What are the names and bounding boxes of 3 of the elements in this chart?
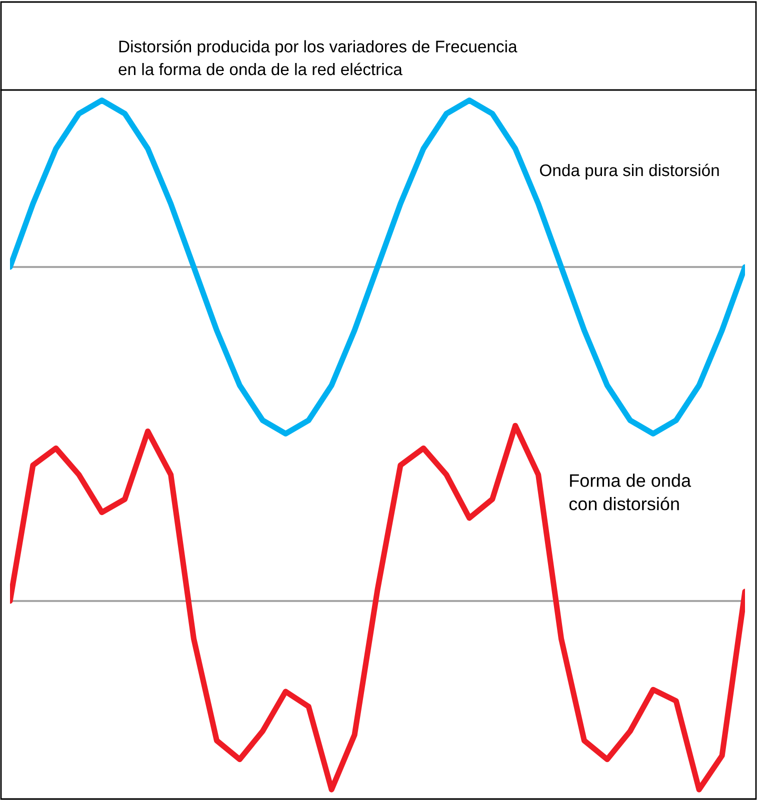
chart-title: Distorsión producida por los variadores de Frecuencia en la forma de onda de la red eléctrica [118,40,518,76]
series-label: Forma de onda con distorsión [569,474,692,510]
series-label: Onda pura sin distorsión [540,164,719,180]
